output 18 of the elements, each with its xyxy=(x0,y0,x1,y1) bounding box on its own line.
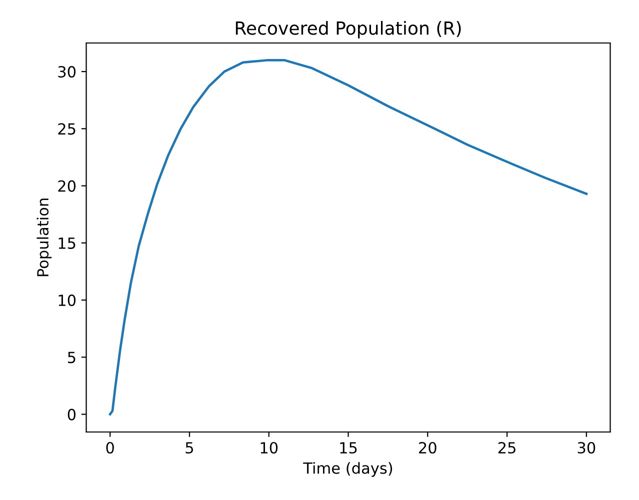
line-series xyxy=(108,58,588,416)
x-tick-label: 30 xyxy=(578,442,596,454)
x-tick-label: 0 xyxy=(106,442,114,454)
y-tick-label: 5 xyxy=(68,352,76,364)
x-tick-label: 5 xyxy=(186,442,193,454)
y-tick-label: 20 xyxy=(58,180,76,192)
y-tick-label: 10 xyxy=(58,294,76,306)
y-tick-label: 25 xyxy=(58,123,76,135)
x-tick-label: 20 xyxy=(419,442,436,454)
y-tick-label: 0 xyxy=(68,408,76,420)
y-tick-label: 30 xyxy=(58,66,76,78)
x-tick-label: 15 xyxy=(340,442,357,454)
y-axis-title: Population xyxy=(36,198,52,276)
x-axis-title: Time (days) xyxy=(303,462,392,477)
chart-title: Recovered Population (R) xyxy=(236,20,461,38)
x-tick-label: 10 xyxy=(260,442,278,454)
y-tick-label: 15 xyxy=(58,238,76,249)
x-tick-label: 25 xyxy=(498,442,516,454)
